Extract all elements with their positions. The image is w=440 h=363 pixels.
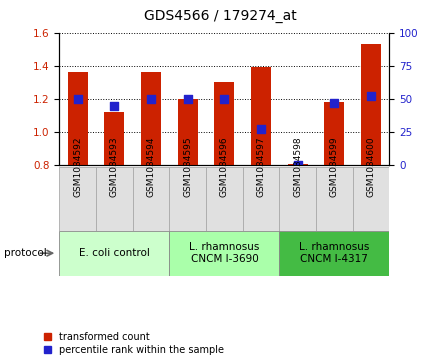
Text: protocol: protocol — [4, 248, 47, 258]
Text: GSM1034592: GSM1034592 — [73, 137, 82, 197]
Bar — [243, 167, 279, 231]
Text: GSM1034599: GSM1034599 — [330, 137, 339, 197]
Bar — [169, 231, 279, 276]
Bar — [178, 99, 198, 165]
Point — [184, 96, 191, 102]
Bar — [206, 167, 243, 231]
Bar — [361, 44, 381, 165]
Point — [221, 96, 228, 102]
Point — [147, 96, 154, 102]
Text: GSM1034594: GSM1034594 — [147, 137, 156, 197]
Point — [331, 100, 338, 106]
Text: GSM1034596: GSM1034596 — [220, 137, 229, 197]
Bar — [288, 163, 308, 165]
Bar — [279, 167, 316, 231]
Bar — [59, 231, 169, 276]
Text: L. rhamnosus
CNCM I-3690: L. rhamnosus CNCM I-3690 — [189, 242, 260, 264]
Bar — [141, 73, 161, 165]
Text: GSM1034595: GSM1034595 — [183, 137, 192, 197]
Text: GSM1034597: GSM1034597 — [257, 137, 266, 197]
Point — [74, 96, 81, 102]
Bar — [316, 167, 353, 231]
Bar — [59, 167, 96, 231]
Bar — [214, 82, 235, 165]
Bar — [104, 112, 125, 165]
Bar — [169, 167, 206, 231]
Point — [367, 93, 374, 99]
Bar — [251, 68, 271, 165]
Bar — [324, 102, 345, 165]
Point — [294, 162, 301, 168]
Point — [257, 126, 264, 132]
Bar — [96, 167, 133, 231]
Text: GSM1034598: GSM1034598 — [293, 137, 302, 197]
Text: GDS4566 / 179274_at: GDS4566 / 179274_at — [143, 9, 297, 23]
Legend: transformed count, percentile rank within the sample: transformed count, percentile rank withi… — [44, 331, 224, 355]
Text: L. rhamnosus
CNCM I-4317: L. rhamnosus CNCM I-4317 — [299, 242, 370, 264]
Text: E. coli control: E. coli control — [79, 248, 150, 258]
Text: GSM1034593: GSM1034593 — [110, 137, 119, 197]
Point — [111, 103, 118, 109]
Bar — [353, 167, 389, 231]
Text: GSM1034600: GSM1034600 — [367, 137, 376, 197]
Bar — [68, 73, 88, 165]
Bar — [133, 167, 169, 231]
Bar — [279, 231, 389, 276]
